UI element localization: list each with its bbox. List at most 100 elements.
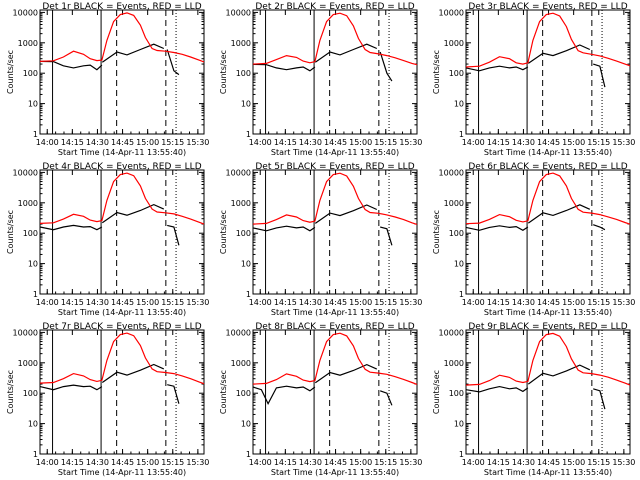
panel-title: Det 1r BLACK = Events, RED = LLD <box>42 2 201 12</box>
events-series-line <box>527 44 591 64</box>
y-tick-label: 1000 <box>444 199 464 208</box>
x-tick-label: 15:30 <box>186 458 209 467</box>
y-tick-label: 100 <box>236 229 251 238</box>
events-series-line <box>593 63 606 88</box>
x-tick-label: 15:30 <box>186 298 209 307</box>
chart-panel-6: Det 6r BLACK = Events, RED = LLD 1 10 100 10… <box>432 162 635 317</box>
x-tick-label: 15:00 <box>136 298 159 307</box>
x-tick-label: 15:30 <box>186 138 209 147</box>
x-tick-label: 14:00 <box>462 458 485 467</box>
x-tick-label: 15:00 <box>349 458 372 467</box>
y-tick-label: 10 <box>241 260 251 269</box>
events-series-line <box>379 51 393 82</box>
events-series-line <box>593 224 606 231</box>
panel-title: Det 4r BLACK = Events, RED = LLD <box>42 162 201 172</box>
events-series-line <box>252 63 316 72</box>
chart-panel-2: Det 2r BLACK = Events, RED = LLD 1 10 100 10… <box>219 2 422 157</box>
events-series-line <box>252 225 316 232</box>
plot-frame <box>465 169 631 295</box>
x-tick-label: 14:30 <box>512 298 535 307</box>
plot-frame <box>252 169 418 295</box>
y-tick-label: 100 <box>23 389 38 398</box>
y-axis-label: Counts/sec <box>432 370 441 414</box>
y-tick-label: 10000 <box>226 168 251 177</box>
x-axis-label: Start Time (14-Apr-11 13:55:40) <box>271 308 399 317</box>
y-tick-label: 100 <box>23 69 38 78</box>
x-tick-label: 14:15 <box>487 138 510 147</box>
lld-series-line <box>39 332 205 385</box>
y-tick-label: 10000 <box>13 328 38 337</box>
y-tick-label: 10000 <box>13 168 38 177</box>
y-tick-label: 10 <box>28 100 38 109</box>
y-tick-label: 10 <box>454 100 464 109</box>
y-tick-label: 100 <box>449 69 464 78</box>
x-axis-label: Start Time (14-Apr-11 13:55:40) <box>484 148 612 157</box>
events-series-line <box>465 385 529 393</box>
events-series-line <box>101 203 165 224</box>
x-tick-label: 15:15 <box>587 458 610 467</box>
y-tick-label: 10000 <box>439 168 464 177</box>
x-tick-label: 15:00 <box>562 458 585 467</box>
x-axis-label: Start Time (14-Apr-11 13:55:40) <box>271 468 399 477</box>
x-tick-label: 15:30 <box>399 458 422 467</box>
y-tick-label: 100 <box>23 229 38 238</box>
x-tick-label: 14:00 <box>249 138 272 147</box>
lld-series-line <box>465 12 631 68</box>
x-tick-label: 14:30 <box>299 458 322 467</box>
y-axis-label: Counts/sec <box>219 50 228 94</box>
y-tick-label: 10 <box>241 420 251 429</box>
y-tick-label: 100 <box>449 229 464 238</box>
events-series-line <box>101 363 165 383</box>
x-tick-label: 15:30 <box>399 298 422 307</box>
chart-panel-8: Det 8r BLACK = Events, RED = LLD 1 10 100 10… <box>219 322 422 477</box>
plot-frame <box>39 9 205 135</box>
lld-series-line <box>39 172 205 225</box>
x-tick-label: 15:00 <box>562 298 585 307</box>
x-axis-label: Start Time (14-Apr-11 13:55:40) <box>58 468 186 477</box>
y-axis-label: Counts/sec <box>219 210 228 254</box>
events-series-line <box>252 385 316 406</box>
x-tick-label: 14:15 <box>274 138 297 147</box>
x-tick-label: 14:15 <box>61 458 84 467</box>
y-tick-label: 1 <box>459 130 464 139</box>
events-series-line <box>314 204 378 224</box>
y-tick-label: 1000 <box>444 39 464 48</box>
x-axis-label: Start Time (14-Apr-11 13:55:40) <box>58 148 186 157</box>
y-tick-label: 100 <box>236 69 251 78</box>
events-series-line <box>380 226 393 246</box>
x-tick-label: 14:45 <box>537 298 560 307</box>
events-series-line <box>593 388 606 410</box>
x-tick-label: 15:15 <box>587 298 610 307</box>
lld-series-line <box>252 172 418 225</box>
y-tick-label: 10 <box>28 260 38 269</box>
panel-title: Det 7r BLACK = Events, RED = LLD <box>42 322 201 332</box>
y-axis-label: Counts/sec <box>6 50 15 94</box>
x-axis-label: Start Time (14-Apr-11 13:55:40) <box>484 308 612 317</box>
events-series-line <box>39 224 103 231</box>
events-series-line <box>314 363 378 384</box>
y-tick-label: 100 <box>236 389 251 398</box>
x-tick-label: 14:45 <box>537 138 560 147</box>
x-tick-label: 15:00 <box>562 138 585 147</box>
plot-frame <box>465 9 631 135</box>
events-series-line <box>167 384 180 404</box>
x-tick-label: 14:00 <box>36 138 59 147</box>
events-series-line <box>101 43 165 63</box>
x-tick-label: 14:45 <box>537 458 560 467</box>
chart-panel-7: Det 7r BLACK = Events, RED = LLD 1 10 100 10… <box>6 322 209 477</box>
y-tick-label: 1000 <box>444 359 464 368</box>
x-tick-label: 15:30 <box>612 138 635 147</box>
x-tick-label: 14:30 <box>299 138 322 147</box>
events-series-line <box>39 60 103 71</box>
y-tick-label: 10 <box>454 420 464 429</box>
y-tick-label: 1000 <box>231 199 251 208</box>
x-tick-label: 14:45 <box>324 298 347 307</box>
x-tick-label: 14:30 <box>299 298 322 307</box>
y-axis-label: Counts/sec <box>219 370 228 414</box>
y-axis-label: Counts/sec <box>6 370 15 414</box>
x-tick-label: 14:30 <box>86 138 109 147</box>
x-tick-label: 14:00 <box>462 138 485 147</box>
x-tick-label: 15:15 <box>374 138 397 147</box>
x-tick-label: 15:30 <box>612 458 635 467</box>
